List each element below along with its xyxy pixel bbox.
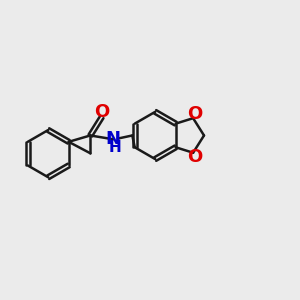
Text: H: H xyxy=(108,140,121,155)
Text: O: O xyxy=(94,103,110,122)
Text: N: N xyxy=(106,130,121,148)
Text: O: O xyxy=(187,148,202,166)
Text: O: O xyxy=(187,105,202,123)
